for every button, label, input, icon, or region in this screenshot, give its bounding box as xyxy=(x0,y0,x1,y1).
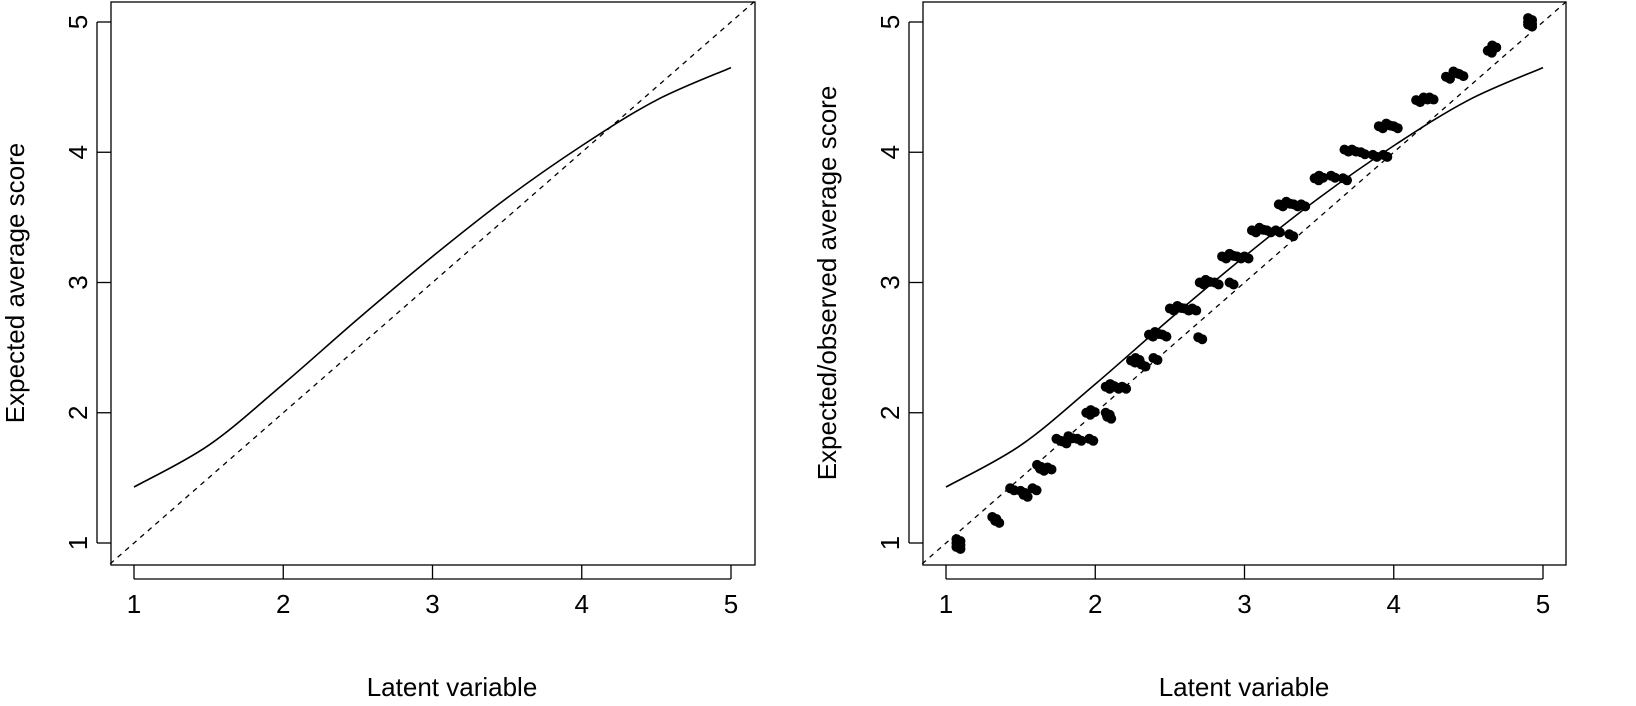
data-point xyxy=(1228,279,1239,290)
x-tick-label: 5 xyxy=(724,589,738,619)
y-tick-label: 2 xyxy=(875,406,905,420)
x-tick-label: 5 xyxy=(1536,589,1550,619)
identity-line xyxy=(921,0,1568,565)
x-tick-label: 2 xyxy=(276,589,290,619)
data-point xyxy=(1121,383,1132,394)
observed-points xyxy=(951,13,1538,554)
x-tick-label: 2 xyxy=(1088,589,1102,619)
data-point xyxy=(1076,435,1087,446)
x-tick-label: 3 xyxy=(425,589,439,619)
data-point xyxy=(1213,279,1224,290)
data-point xyxy=(1458,71,1469,82)
y-tick-label: 3 xyxy=(63,275,93,289)
data-point xyxy=(1197,334,1208,345)
data-point xyxy=(1140,361,1151,372)
data-point xyxy=(1152,355,1163,366)
right-y-axis: 1 2 3 4 5 xyxy=(875,15,923,550)
y-tick-label: 3 xyxy=(875,275,905,289)
left-plot-area xyxy=(109,0,756,565)
data-point xyxy=(1243,253,1254,264)
data-point xyxy=(1491,42,1502,53)
data-point xyxy=(1106,413,1117,424)
right-y-axis-label: Expected/observed average score xyxy=(812,86,842,481)
y-tick-label: 1 xyxy=(63,536,93,550)
data-point xyxy=(1274,227,1285,238)
x-tick-label: 3 xyxy=(1237,589,1251,619)
right-x-axis: 1 2 3 4 5 xyxy=(939,565,1550,619)
data-point xyxy=(1382,151,1393,162)
left-plot-frame xyxy=(110,1,756,566)
expected-curve xyxy=(945,66,1544,488)
y-tick-label: 4 xyxy=(63,145,93,159)
left-y-axis: 1 2 3 4 5 xyxy=(63,15,111,550)
data-point xyxy=(1359,149,1370,160)
data-point xyxy=(1428,94,1439,105)
data-point xyxy=(1022,491,1033,502)
left-panel: 1 2 3 4 5 1 2 3 4 5 Latent variable Expected ave… xyxy=(0,0,756,702)
data-point xyxy=(1161,331,1172,342)
data-point xyxy=(1300,201,1311,212)
data-point xyxy=(1046,464,1057,475)
data-point xyxy=(1527,21,1538,32)
identity-line xyxy=(109,0,756,565)
data-point xyxy=(1288,231,1299,242)
y-tick-label: 1 xyxy=(875,536,905,550)
y-tick-label: 2 xyxy=(63,406,93,420)
data-point xyxy=(1031,485,1042,496)
y-tick-label: 4 xyxy=(875,145,905,159)
x-tick-label: 4 xyxy=(575,589,589,619)
x-tick-label: 1 xyxy=(127,589,141,619)
data-point xyxy=(1191,305,1202,316)
x-tick-label: 4 xyxy=(1387,589,1401,619)
data-point xyxy=(994,517,1005,528)
y-tick-label: 5 xyxy=(63,15,93,29)
expected-curve xyxy=(133,66,732,488)
data-point xyxy=(955,543,966,554)
right-plot-frame xyxy=(922,1,1567,566)
data-point xyxy=(1392,123,1403,134)
data-point xyxy=(955,536,966,547)
data-point xyxy=(1342,175,1353,186)
right-plot-area xyxy=(921,0,1568,565)
left-x-axis-label: Latent variable xyxy=(367,672,538,702)
data-point xyxy=(1089,407,1100,418)
data-point xyxy=(1330,172,1341,183)
left-y-axis-label: Expected average score xyxy=(0,143,30,423)
right-x-axis-label: Latent variable xyxy=(1159,672,1330,702)
data-point xyxy=(1088,435,1099,446)
right-panel: 1 2 3 4 5 1 2 3 4 5 Latent variable Expected/obs… xyxy=(812,0,1568,702)
x-tick-label: 1 xyxy=(939,589,953,619)
left-x-axis: 1 2 3 4 5 xyxy=(127,565,738,619)
data-point xyxy=(1318,172,1329,183)
y-tick-label: 5 xyxy=(875,15,905,29)
